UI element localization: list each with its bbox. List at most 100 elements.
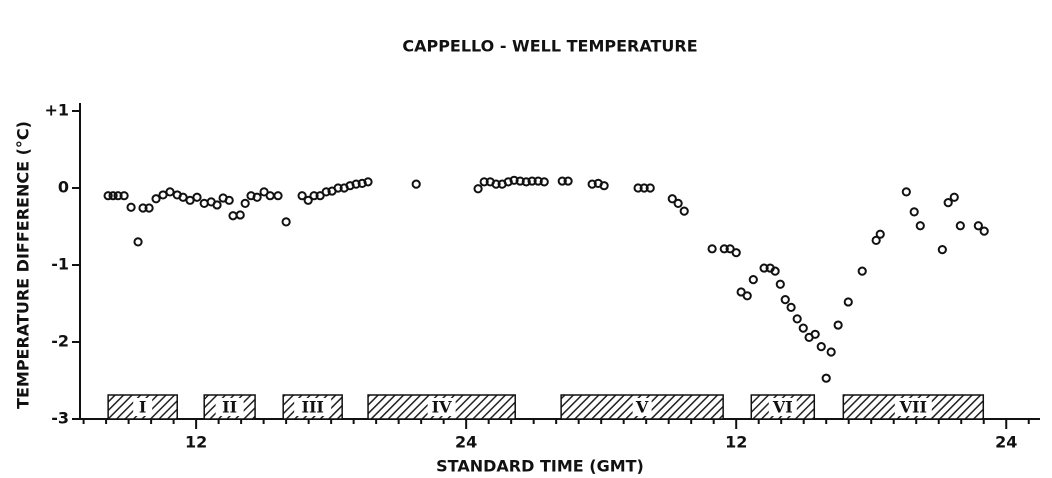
data-point — [645, 183, 655, 193]
period-label-bg — [427, 398, 456, 416]
data-point — [563, 176, 573, 186]
data-point — [144, 203, 154, 213]
data-point — [539, 177, 549, 187]
data-point — [515, 176, 525, 186]
data-point — [770, 266, 780, 276]
data-point — [798, 323, 808, 333]
period-label-bg — [215, 398, 244, 416]
period-label: V — [635, 398, 649, 417]
data-point — [281, 217, 291, 227]
x-axis-label: STANDARD TIME (GMT) — [436, 457, 644, 476]
y-axis-label: TEMPERATURE DIFFERENCE (°C) — [14, 121, 33, 409]
period-label-bg — [768, 398, 797, 416]
data-point — [357, 178, 367, 188]
data-point — [309, 191, 319, 201]
data-point — [252, 192, 262, 202]
data-point — [871, 235, 881, 245]
data-point — [759, 263, 769, 273]
data-point — [587, 179, 597, 189]
x-tick-label: 24 — [455, 433, 477, 452]
period-label: VII — [899, 398, 927, 417]
y-tick-label: 0 — [58, 178, 69, 197]
data-point — [351, 179, 361, 189]
data-point — [843, 297, 853, 307]
data-point — [240, 198, 250, 208]
period-label: VI — [772, 398, 793, 417]
data-point — [235, 210, 245, 220]
data-point — [557, 176, 567, 186]
x-tick-label: 24 — [995, 433, 1017, 452]
data-point — [126, 202, 136, 212]
data-point — [113, 191, 123, 201]
period-label-bg — [133, 398, 153, 416]
data-point — [491, 179, 501, 189]
data-point — [973, 221, 983, 231]
data-point — [816, 342, 826, 352]
data-point — [673, 198, 683, 208]
data-point — [473, 184, 483, 194]
data-point — [303, 195, 313, 205]
data-point — [707, 244, 717, 254]
data-point — [599, 181, 609, 191]
data-point — [875, 229, 885, 239]
data-point — [857, 266, 867, 276]
y-tick-label: -1 — [51, 255, 69, 274]
data-point — [633, 183, 643, 193]
data-point — [333, 183, 343, 193]
data-point — [909, 207, 919, 217]
data-point — [786, 302, 796, 312]
data-point — [810, 329, 820, 339]
data-point — [667, 194, 677, 204]
chart-title: CAPPELLO - WELL TEMPERATURE — [402, 37, 697, 56]
data-point — [133, 237, 143, 247]
data-point — [527, 176, 537, 186]
data-point — [503, 177, 513, 187]
data-point — [833, 320, 843, 330]
data-point — [521, 177, 531, 187]
y-tick-label: -3 — [51, 409, 69, 428]
data-point — [533, 176, 543, 186]
y-tick-label: +1 — [44, 101, 69, 120]
period-label: II — [222, 398, 237, 417]
period-label: III — [301, 398, 323, 417]
data-point — [273, 191, 283, 201]
data-point — [955, 221, 965, 231]
data-point — [192, 192, 202, 202]
period-label-bg — [632, 398, 652, 416]
data-point — [742, 291, 752, 301]
data-point — [679, 206, 689, 216]
data-point — [265, 191, 275, 201]
data-point — [108, 191, 118, 201]
data-point — [297, 191, 307, 201]
data-point — [138, 203, 148, 213]
data-point — [821, 373, 831, 383]
data-point — [411, 179, 421, 189]
data-point — [792, 314, 802, 324]
y-tick-label: -2 — [51, 332, 69, 351]
data-point — [949, 192, 959, 202]
data-point — [826, 347, 836, 357]
period-label-bg — [894, 398, 932, 416]
data-point — [780, 295, 790, 305]
data-point — [979, 226, 989, 236]
data-point — [119, 191, 129, 201]
x-tick-label: 12 — [185, 433, 207, 452]
data-point — [937, 245, 947, 255]
data-point — [103, 191, 113, 201]
data-point — [915, 221, 925, 231]
data-point — [748, 275, 758, 285]
data-point — [228, 211, 238, 221]
data-point — [731, 248, 741, 258]
data-point — [212, 200, 222, 210]
period-label-bg — [294, 398, 332, 416]
data-point — [901, 187, 911, 197]
data-point — [363, 177, 373, 187]
data-point — [224, 195, 234, 205]
data-point — [151, 194, 161, 204]
data-point — [165, 187, 175, 197]
data-point — [321, 187, 331, 197]
period-label: I — [139, 398, 146, 417]
data-point — [639, 183, 649, 193]
data-point — [775, 279, 785, 289]
